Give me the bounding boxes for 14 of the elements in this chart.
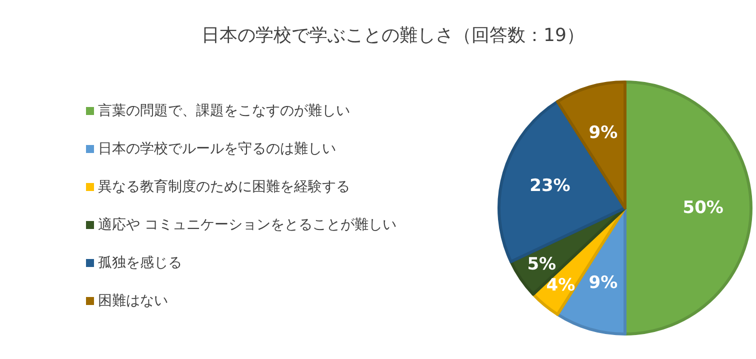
chart-title: 日本の学校で学ぶことの難しさ（回答数：19） bbox=[202, 25, 584, 46]
data-label: 9% bbox=[588, 122, 618, 143]
legend-label: 言葉の問題で、課題をこなすのが難しい bbox=[98, 103, 350, 119]
legend-label: 困難はない bbox=[98, 293, 168, 309]
data-label: 23% bbox=[530, 176, 570, 196]
legend-label: 異なる教育制度のために困難を経験する bbox=[98, 178, 350, 195]
pie-slice bbox=[624, 80, 752, 336]
data-label: 50% bbox=[682, 198, 724, 218]
legend-label: 孤独を感じる bbox=[98, 255, 182, 271]
data-label: 5% bbox=[527, 254, 556, 275]
data-label: 4% bbox=[546, 276, 576, 296]
legend-label: 適応や コミュニケーションをとることが難しい bbox=[98, 217, 396, 233]
legend-label: 日本の学校でルールを守るのは難しい bbox=[98, 141, 336, 157]
data-label: 9% bbox=[588, 273, 618, 294]
